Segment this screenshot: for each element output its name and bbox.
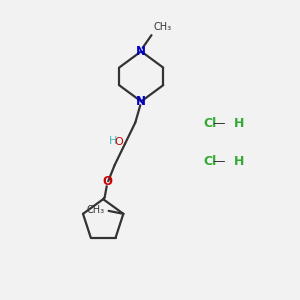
Text: O: O bbox=[102, 175, 112, 188]
Text: Cl: Cl bbox=[203, 117, 216, 130]
Text: O: O bbox=[115, 137, 123, 147]
Text: N: N bbox=[136, 45, 146, 58]
Text: —: — bbox=[212, 155, 225, 168]
Text: CH₃: CH₃ bbox=[86, 205, 104, 215]
Text: H: H bbox=[109, 136, 118, 146]
Text: N: N bbox=[136, 95, 146, 108]
Text: H: H bbox=[234, 117, 244, 130]
Text: —: — bbox=[212, 117, 225, 130]
Text: Cl: Cl bbox=[203, 155, 216, 168]
Text: CH₃: CH₃ bbox=[154, 22, 172, 32]
Text: H: H bbox=[234, 155, 244, 168]
